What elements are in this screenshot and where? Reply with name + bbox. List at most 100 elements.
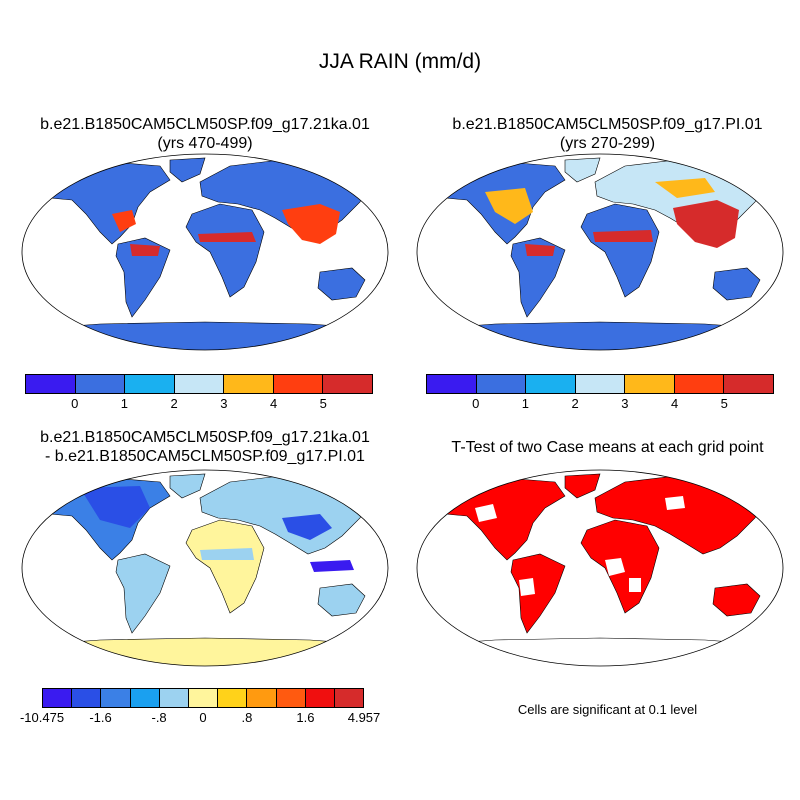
anomaly-sahel <box>200 548 254 560</box>
diff-colorbar-swatch-10 <box>334 689 364 707</box>
anomaly-east-us <box>80 486 150 528</box>
diff-colorbar-tick-label: -.8 <box>151 710 167 725</box>
diff-title-line1: b.e21.B1850CAM5CLM50SP.f09_g17.21ka.01 <box>40 429 370 446</box>
diff-colorbar-swatch-4 <box>159 689 189 707</box>
case1-title-line2: (yrs 470-499) <box>157 135 253 152</box>
precip-band-tropics <box>525 230 653 256</box>
case1-colorbar-tick-label: 1 <box>120 396 129 411</box>
africa <box>185 203 265 298</box>
south-america <box>115 237 171 318</box>
diff-colorbar-tick-label: 0 <box>199 710 207 725</box>
case2-colorbar-swatch-6 <box>724 375 774 393</box>
case2-colorbar-tick-label: 5 <box>720 396 728 411</box>
case2-map-svg <box>416 153 784 351</box>
ttest-map-svg <box>416 469 784 667</box>
diff-colorbar-swatch-6 <box>218 689 248 707</box>
south-america <box>115 553 171 634</box>
case2-map-border <box>416 153 784 351</box>
case1-colorbar <box>25 374 373 394</box>
case2-title: b.e21.B1850CAM5CLM50SP.f09_g17.PI.01 (yr… <box>420 115 795 153</box>
diff-colorbar-swatch-7 <box>247 689 277 707</box>
main-title: JJA RAIN (mm/d) <box>318 50 482 73</box>
ttest-note: Cells are significant at 0.1 level <box>517 702 698 717</box>
africa <box>185 519 265 614</box>
diff-title-line2: - b.e21.B1850CAM5CLM50SP.f09_g17.PI.01 <box>45 448 365 465</box>
diff-colorbar-swatch-0 <box>43 689 73 707</box>
precip-band-asia <box>673 200 739 248</box>
case1-map-border <box>21 153 389 351</box>
case2-map <box>415 152 785 352</box>
greenland <box>564 157 601 183</box>
ttest-map-border <box>416 469 784 667</box>
diff-colorbar-swatch-1 <box>72 689 102 707</box>
ttest-map <box>415 468 785 668</box>
anomaly-indonesia <box>310 560 354 572</box>
case2-title-line1: b.e21.B1850CAM5CLM50SP.f09_g17.PI.01 <box>452 116 763 133</box>
case2-colorbar-swatch-4 <box>625 375 675 393</box>
case2-colorbar-swatch-5 <box>674 375 725 393</box>
ttest-title: T-Test of two Case means at each grid po… <box>420 438 795 457</box>
case1-map <box>20 152 390 352</box>
case2-colorbar-swatch-0 <box>427 375 477 393</box>
diff-colorbar-tick-label: 1.6 <box>296 710 315 725</box>
precip-band-east-us <box>112 210 136 232</box>
ttest-title-line1: T-Test of two Case means at each grid po… <box>451 439 764 456</box>
case1-colorbar-swatch-4 <box>224 375 274 393</box>
south-america <box>510 553 566 634</box>
case2-colorbar-tick-label: 2 <box>571 396 579 411</box>
case1-colorbar-tick-label: 5 <box>319 396 327 411</box>
case2-colorbar-swatch-1 <box>476 375 527 393</box>
antarctica <box>417 637 783 666</box>
case1-colorbar-tick-label: 2 <box>170 396 178 411</box>
case2-colorbar-tick-label: 4 <box>670 396 679 411</box>
case1-colorbar-swatch-1 <box>75 375 126 393</box>
diff-map-svg <box>21 469 389 667</box>
diff-colorbar-swatch-5 <box>188 689 219 707</box>
diff-colorbar-tick-label: .8 <box>241 710 253 725</box>
greenland <box>169 473 206 499</box>
diff-colorbar-swatch-3 <box>130 689 160 707</box>
diff-map <box>20 468 390 668</box>
precip-band-tropics <box>130 232 256 256</box>
diff-colorbar <box>42 688 364 708</box>
anomaly-asia <box>282 514 332 540</box>
diff-colorbar-swatch-8 <box>276 689 306 707</box>
diff-colorbar-tick-label: -1.6 <box>89 710 112 725</box>
case1-title-line1: b.e21.B1850CAM5CLM50SP.f09_g17.21ka.01 <box>40 116 370 133</box>
south-america <box>510 237 566 318</box>
australia <box>712 583 761 617</box>
case1-title: b.e21.B1850CAM5CLM50SP.f09_g17.21ka.01 (… <box>15 115 395 153</box>
diff-colorbar-tick-label: -10.475 <box>19 710 65 725</box>
case2-colorbar-swatch-3 <box>575 375 626 393</box>
greenland <box>169 157 206 183</box>
africa <box>580 203 660 298</box>
precip-band-north-asia <box>655 178 715 198</box>
diff-colorbar-swatch-2 <box>101 689 131 707</box>
case2-colorbar-tick-label: 3 <box>621 396 629 411</box>
case2-colorbar <box>426 374 774 394</box>
diff-colorbar-tick-label: 4.957 <box>347 710 381 725</box>
precip-band-asia <box>282 204 340 244</box>
australia <box>712 267 761 301</box>
antarctica <box>22 321 388 350</box>
precip-band-east-us <box>485 188 533 224</box>
diff-colorbar-swatch-9 <box>305 689 335 707</box>
diff-title: b.e21.B1850CAM5CLM50SP.f09_g17.21ka.01 -… <box>15 428 395 466</box>
diff-map-border <box>21 469 389 667</box>
case1-map-svg <box>21 153 389 351</box>
case2-colorbar-tick-label: 0 <box>472 396 480 411</box>
case1-colorbar-swatch-0 <box>26 375 76 393</box>
case2-colorbar-swatch-2 <box>526 375 576 393</box>
case2-colorbar-tick-label: 1 <box>521 396 530 411</box>
antarctica <box>417 321 783 350</box>
antarctica <box>22 637 388 666</box>
case1-colorbar-tick-label: 0 <box>71 396 79 411</box>
australia <box>317 583 366 617</box>
case1-colorbar-swatch-5 <box>273 375 324 393</box>
australia <box>317 267 366 301</box>
greenland <box>564 473 601 499</box>
case2-title-line2: (yrs 270-299) <box>559 135 656 152</box>
case1-colorbar-swatch-6 <box>323 375 373 393</box>
case1-colorbar-tick-label: 4 <box>269 396 278 411</box>
case1-colorbar-swatch-2 <box>125 375 175 393</box>
